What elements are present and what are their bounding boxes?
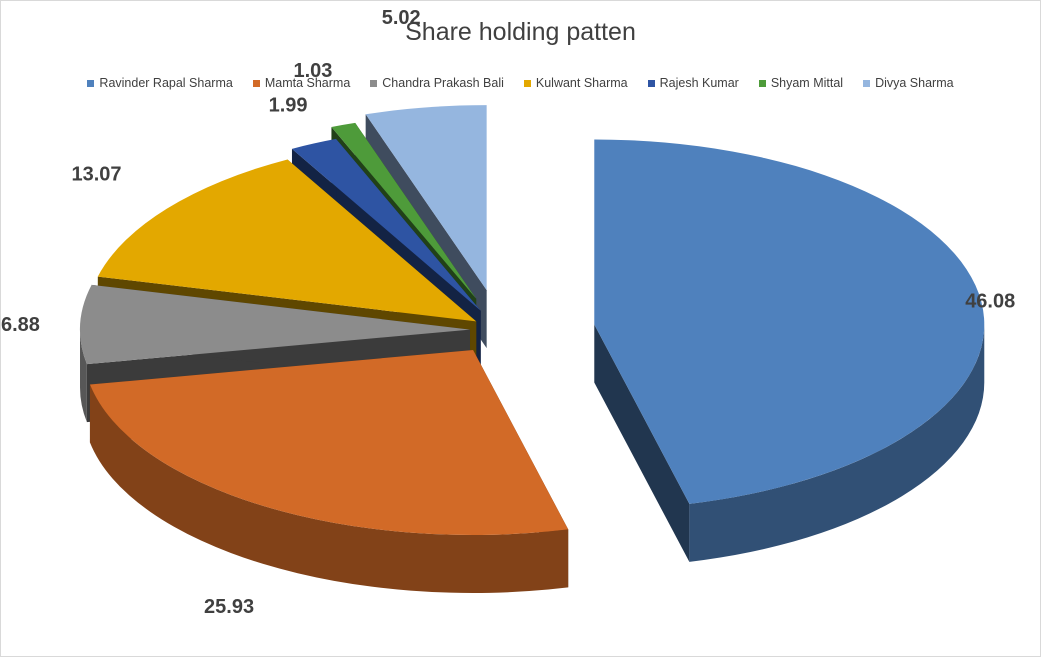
slice-outer-side [80,329,87,423]
data-label: 25.93 [204,596,254,618]
slice-top [594,139,985,504]
legend-item: Mamta Sharma [252,74,351,92]
chart-title: Share holding patten [405,18,636,46]
data-label: 5.02 [382,7,421,29]
slice-wall [594,324,690,562]
data-label: 13.07 [72,164,122,186]
slice-top [89,349,569,535]
legend-swatch [370,79,378,87]
legend-item: Ravinder Rapal Sharma [87,74,233,92]
legend: Ravinder Rapal Sharma Mamta Sharma Chandra… [0,74,1041,92]
legend-label: Kulwant Sharma [535,76,628,90]
pie-slice [89,349,569,593]
legend-item: Shyam Mittal [758,74,844,92]
pie-slice [594,139,985,562]
legend-label: Shyam Mittal [770,76,844,90]
data-label: 1.03 [294,60,333,82]
slice-top [80,284,471,365]
legend-swatch [523,79,531,87]
legend-item: Chandra Prakash Bali [370,74,504,92]
data-label: 1.99 [269,94,308,116]
legend-swatch [252,79,260,87]
slice-top [365,105,487,291]
slice-sides [80,105,985,593]
legend-swatch [758,79,766,87]
legend-item: Divya Sharma [863,74,954,92]
legend-item: Kulwant Sharma [523,74,628,92]
legend-item: Rajesh Kumar [647,74,739,92]
legend-label: Mamta Sharma [264,76,351,90]
legend-swatch [87,79,95,87]
legend-swatch [863,79,871,87]
data-label: 6.88 [1,314,40,336]
data-labels: 46.08 25.93 6.88 13.07 1.99 1.03 5.02 [1,7,1015,618]
slice-outer-side [89,384,569,593]
legend-label: Rajesh Kumar [659,76,739,90]
legend-label: Divya Sharma [875,76,954,90]
legend-label: Chandra Prakash Bali [382,76,504,90]
slice-top [97,159,477,322]
data-label: 46.08 [965,290,1015,312]
slice-outer-side [689,324,985,562]
legend-label: Ravinder Rapal Sharma [99,76,233,90]
slice-top [291,138,481,311]
slice-top [331,122,477,299]
legend-swatch [647,79,655,87]
